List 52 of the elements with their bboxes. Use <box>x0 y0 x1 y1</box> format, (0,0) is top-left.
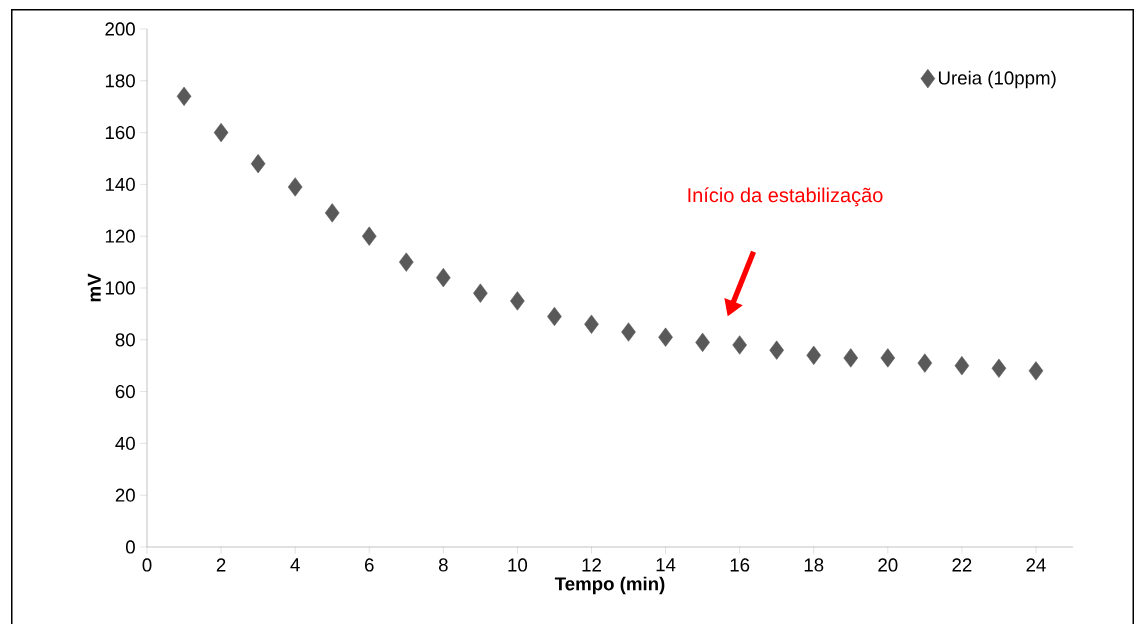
x-axis-title: Tempo (min) <box>554 576 665 595</box>
x-tick-label: 4 <box>290 558 300 572</box>
point <box>695 332 710 352</box>
point <box>732 335 747 355</box>
y-tick-label: 0 <box>125 540 135 554</box>
x-tick-label: 2 <box>216 558 226 572</box>
point <box>510 291 525 311</box>
x-tick-label: 12 <box>582 558 601 572</box>
point <box>324 203 340 223</box>
point <box>436 268 451 288</box>
y-tick-label: 20 <box>115 488 135 502</box>
point <box>954 356 970 376</box>
x-tick-label: 20 <box>878 558 898 572</box>
x-tick-label: 24 <box>1026 558 1046 572</box>
y-tick-label: 60 <box>115 384 135 399</box>
y-tick-label: 200 <box>105 22 135 36</box>
y-tick-label: 80 <box>115 333 135 347</box>
annotation: Início da estabilização <box>688 187 883 207</box>
point <box>658 327 673 347</box>
y-axis-title: mV <box>87 273 101 302</box>
point <box>806 345 821 365</box>
point <box>880 348 896 368</box>
point <box>584 314 599 334</box>
x-tick-label: 14 <box>656 558 676 572</box>
point <box>250 154 266 174</box>
y-tick-label: 40 <box>115 436 135 450</box>
point <box>473 283 488 303</box>
point <box>917 353 933 373</box>
x-tick-label: 6 <box>365 558 374 572</box>
point <box>769 340 784 360</box>
point <box>361 226 377 246</box>
point <box>621 322 636 342</box>
point <box>547 306 562 327</box>
x-tick-label: 8 <box>438 558 448 572</box>
point <box>991 358 1007 378</box>
y-tick-label: 120 <box>105 229 135 243</box>
legend-label: Ureia (10ppm) <box>938 70 1056 89</box>
point <box>399 252 414 272</box>
point <box>843 348 859 368</box>
point <box>213 122 229 143</box>
x-tick-label: 0 <box>142 558 152 572</box>
y-tick-label: 160 <box>105 125 135 140</box>
point <box>287 177 303 197</box>
y-tick-label: 100 <box>105 281 135 295</box>
x-tick-label: 10 <box>508 558 528 572</box>
x-tick-label: 18 <box>804 558 824 572</box>
y-tick-label: 140 <box>105 177 135 191</box>
x-tick-label: 22 <box>952 558 972 572</box>
x-tick-label: 16 <box>730 558 750 572</box>
point <box>1028 361 1044 381</box>
point <box>176 86 192 106</box>
y-tick-label: 180 <box>105 74 135 88</box>
